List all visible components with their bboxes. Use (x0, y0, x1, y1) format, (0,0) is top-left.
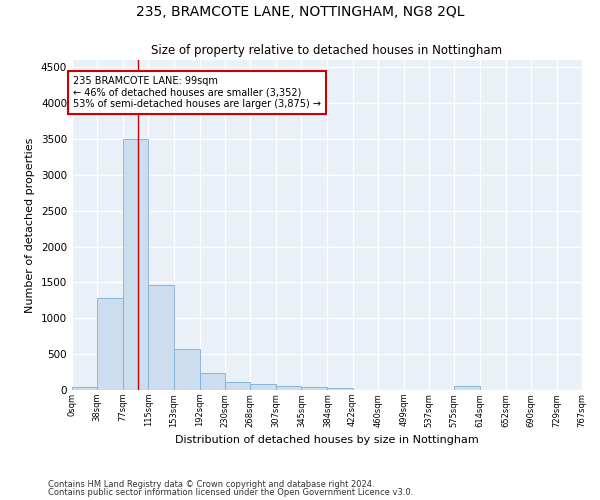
Text: Contains public sector information licensed under the Open Government Licence v3: Contains public sector information licen… (48, 488, 413, 497)
Title: Size of property relative to detached houses in Nottingham: Size of property relative to detached ho… (151, 44, 503, 58)
Bar (97, 298, 123, 390)
Bar (454, 386, 480, 390)
Text: 235 BRAMCOTE LANE: 99sqm
← 46% of detached houses are smaller (3,352)
53% of sem: 235 BRAMCOTE LANE: 99sqm ← 46% of detach… (73, 76, 322, 109)
Text: 235, BRAMCOTE LANE, NOTTINGHAM, NG8 2QL: 235, BRAMCOTE LANE, NOTTINGHAM, NG8 2QL (136, 5, 464, 19)
Bar (174, 349, 200, 390)
Bar (200, 373, 225, 390)
Bar (328, 388, 353, 390)
Bar (276, 386, 301, 390)
Text: Contains HM Land Registry data © Crown copyright and database right 2024.: Contains HM Land Registry data © Crown c… (48, 480, 374, 489)
Bar (301, 387, 328, 390)
Bar (148, 284, 174, 390)
Bar (225, 382, 250, 390)
Bar (250, 384, 276, 390)
Bar (72, 387, 97, 390)
X-axis label: Distribution of detached houses by size in Nottingham: Distribution of detached houses by size … (175, 435, 479, 445)
Bar (123, 139, 148, 390)
Y-axis label: Number of detached properties: Number of detached properties (25, 138, 35, 312)
